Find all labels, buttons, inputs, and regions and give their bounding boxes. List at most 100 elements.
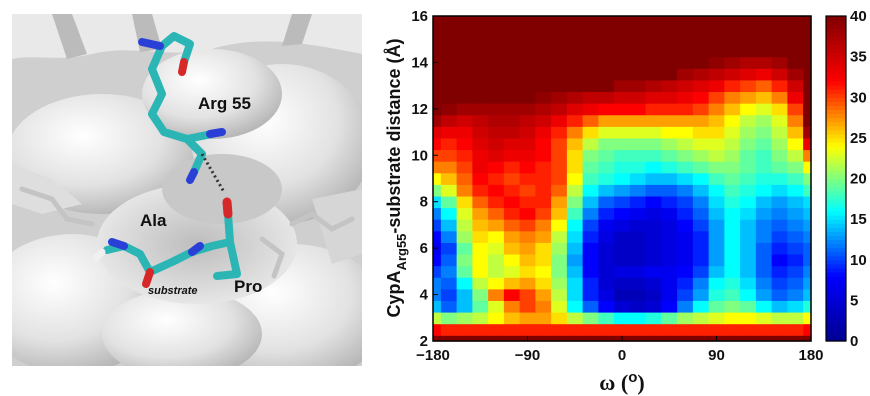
heatmap-cell (740, 91, 757, 104)
heatmap-cell (535, 21, 552, 35)
y-axis-label-main: CypA (384, 270, 404, 317)
heatmap-cell (503, 56, 521, 69)
heatmap-cell (456, 137, 473, 151)
heatmap-cell (755, 21, 773, 35)
heatmap-cell (503, 161, 521, 174)
heatmap-cell (582, 219, 599, 232)
heatmap-cell (755, 91, 773, 104)
colorbar-segment (826, 109, 846, 115)
heatmap-cell (566, 16, 584, 23)
heatmap-cell (566, 184, 584, 197)
heatmap-cell (724, 230, 741, 243)
heatmap-cell (433, 45, 442, 58)
heatmap-cell (803, 149, 812, 162)
heatmap-cell (488, 335, 505, 342)
colorbar-segment (826, 288, 846, 293)
heatmap-cell (614, 288, 631, 301)
heatmap-cell (787, 33, 804, 46)
heatmap-cell (472, 288, 489, 301)
heatmap-cell (488, 91, 505, 104)
heatmap-cell (629, 149, 647, 162)
heatmap-cell (566, 161, 584, 174)
heatmap-cell (787, 114, 804, 127)
heatmap-cell (755, 161, 773, 174)
heatmap-cell (566, 288, 584, 301)
heatmap-cell (645, 277, 662, 290)
heatmap-cell (582, 323, 599, 336)
heatmap-cell (677, 207, 694, 220)
heatmap-cell (582, 45, 599, 58)
heatmap-cell (661, 68, 678, 81)
heatmap-cell (629, 335, 647, 342)
heatmap-cell (629, 311, 647, 325)
heatmap-cell (614, 184, 631, 197)
x-tick-label: 0 (618, 347, 626, 364)
heatmap-cell (456, 126, 473, 139)
heatmap-cell (440, 335, 458, 342)
heatmap-cell (692, 300, 710, 313)
heatmap-cell (472, 172, 489, 185)
colorbar-segment (826, 284, 846, 289)
heatmap-cell (645, 219, 662, 232)
heatmap-cell (677, 335, 694, 342)
heatmap-cell (755, 172, 773, 185)
heatmap-cell (629, 219, 647, 232)
heatmap-cell (582, 253, 599, 267)
heatmap-cell (614, 219, 631, 232)
y-tick-label: 16 (411, 8, 428, 25)
heatmap-cell (771, 311, 788, 325)
heatmap-cell (692, 21, 710, 35)
heatmap-cell (472, 195, 489, 209)
heatmap-cell (488, 219, 505, 232)
heatmap-cell (771, 45, 788, 58)
heatmap-cell (535, 230, 552, 243)
heatmap-cell (582, 56, 599, 69)
heatmap-cell (740, 161, 757, 174)
heatmap-cell (692, 126, 710, 139)
heatmap-cell (551, 45, 568, 58)
heatmap-cell (551, 21, 568, 35)
heatmap-cell (708, 311, 725, 325)
colorbar-segment (826, 52, 846, 58)
heatmap-cell (535, 288, 552, 301)
heatmap-cell (440, 161, 458, 174)
colorbar-segment (826, 316, 846, 322)
heatmap-cell (803, 195, 812, 209)
heatmap-cell (433, 16, 442, 23)
heatmap-cell (519, 56, 536, 69)
heatmap-cell (472, 91, 489, 104)
heatmap-cell (535, 195, 552, 209)
heatmap-cell (724, 45, 741, 58)
heatmap-cell (598, 288, 615, 301)
heatmap-cell (582, 277, 599, 290)
heatmap-cell (456, 172, 473, 185)
heatmap-cell (645, 335, 662, 342)
heatmap-cell (456, 21, 473, 35)
heatmap-cell (740, 300, 757, 313)
heatmap-cell (661, 242, 678, 255)
heatmap-cell (803, 207, 812, 220)
heatmap-cell (755, 16, 773, 23)
heatmap-cell (519, 68, 536, 81)
heatmap-cell (677, 21, 694, 35)
heatmap-cell (598, 21, 615, 35)
heatmap-cell (440, 242, 458, 255)
substrate-label: substrate (148, 285, 198, 297)
heatmap-cell (503, 114, 521, 127)
heatmap-cell (787, 161, 804, 174)
heatmap-cell (724, 195, 741, 209)
heatmap-cell (456, 114, 473, 127)
heatmap-cell (433, 311, 442, 325)
heatmap-cell (708, 242, 725, 255)
heatmap-cell (440, 103, 458, 116)
heatmap-cell (433, 219, 442, 232)
heatmap-cell (488, 242, 505, 255)
heatmap-cell (645, 33, 662, 46)
heatmap-cell (771, 277, 788, 290)
heatmap-cell (519, 230, 536, 243)
heatmap-cell (503, 219, 521, 232)
heatmap-cell (598, 126, 615, 139)
heatmap-cell (771, 230, 788, 243)
heatmap-cell (803, 311, 812, 325)
heatmap-cell (440, 16, 458, 23)
